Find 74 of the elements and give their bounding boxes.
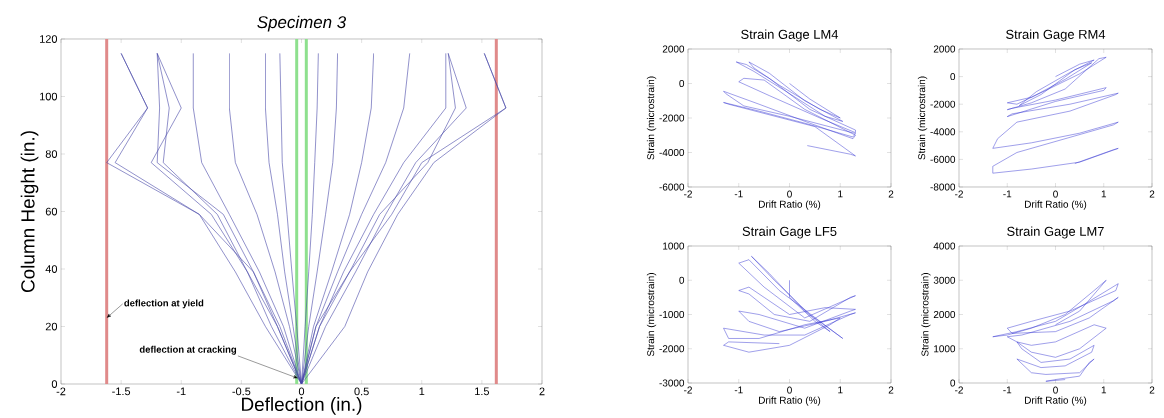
x-axis-title: Drift Ratio (%): [1025, 396, 1087, 406]
y-axis-title: Strain (microstrain): [646, 76, 657, 160]
y-tick-label: -4000: [659, 148, 685, 157]
y-tick-label: 0: [950, 73, 956, 81]
y-tick-label: 1000: [934, 345, 956, 353]
chart-title: Specimen 3: [257, 15, 347, 32]
x-tick-label: 0.5: [354, 387, 369, 396]
y-tick-label: 2000: [662, 45, 685, 53]
x-tick-label: -2: [955, 386, 963, 394]
y-tick-label: -2000: [930, 100, 956, 108]
x-tick-label: 2: [1149, 386, 1155, 394]
x-tick-label: 1.5: [475, 387, 490, 396]
y-tick-label: 1000: [663, 242, 685, 250]
y-tick-label: -4000: [930, 128, 956, 136]
x-tick-label: -1.5: [112, 387, 131, 396]
x-tick-label: -1: [1003, 190, 1012, 198]
y-tick-label: -1000: [659, 310, 685, 319]
x-tick-label: 0: [298, 387, 305, 396]
x-tick-label: 0: [1053, 190, 1058, 198]
x-tick-label: -1: [734, 190, 743, 198]
chart-title: Strain Gage LM4: [741, 29, 839, 42]
x-tick-label: -1: [176, 387, 186, 396]
x-axis-title: Drift Ratio (%): [759, 200, 821, 210]
x-axis-title: Drift Ratio (%): [759, 396, 821, 406]
y-axis-title: Strain (microstrain): [646, 273, 657, 357]
y-tick-label: 120: [40, 35, 58, 43]
y-tick-label: 0: [950, 379, 956, 387]
y-tick-label: -2000: [659, 114, 685, 122]
y-tick-label: 4000: [933, 242, 956, 250]
x-tick-label: 0: [1053, 386, 1058, 394]
y-axis-title: Strain (microstrain): [917, 76, 928, 160]
x-tick-label: -1: [734, 386, 743, 394]
x-tick-label: 1: [838, 386, 843, 394]
x-tick-label: 2: [888, 386, 894, 394]
y-tick-label: 2000: [933, 45, 956, 53]
y-tick-label: 60: [45, 207, 58, 216]
x-tick-label: 0: [787, 386, 792, 394]
x-tick-label: 2: [1149, 190, 1155, 198]
x-tick-label: 1: [419, 387, 425, 396]
y-axis-title: Column Height (in.): [20, 131, 39, 293]
x-tick-label: -2: [56, 387, 66, 396]
x-tick-label: -2: [955, 190, 963, 198]
y-axis-title: Strain (microstrain): [921, 273, 931, 357]
x-axis-title: Deflection (in.): [242, 397, 362, 415]
y-tick-label: -6000: [659, 183, 685, 191]
x-tick-label: -0.5: [232, 387, 251, 396]
annotation: deflection at yield: [124, 299, 204, 309]
chart-title: Strain Gage LF5: [742, 226, 837, 239]
x-tick-label: 1: [838, 190, 843, 198]
y-tick-label: -2000: [659, 345, 685, 353]
y-tick-label: -6000: [930, 155, 956, 163]
y-tick-label: 80: [45, 150, 58, 158]
x-tick-label: 1: [1101, 190, 1107, 198]
y-tick-label: -3000: [659, 379, 685, 387]
x-axis-title: Drift Ratio (%): [1025, 200, 1087, 210]
y-tick-label: -8000: [930, 183, 956, 191]
y-tick-label: 0: [679, 79, 685, 88]
x-tick-label: -1: [1003, 386, 1012, 394]
y-tick-label: 20: [45, 322, 58, 331]
x-tick-label: -2: [684, 190, 692, 198]
x-tick-label: 2: [888, 190, 894, 198]
y-tick-label: 100: [40, 92, 58, 101]
y-tick-label: 0: [679, 276, 685, 284]
y-tick-label: 40: [45, 265, 58, 273]
chart-title: Strain Gage RM4: [1006, 29, 1106, 42]
y-tick-label: 2000: [933, 310, 956, 319]
annotation: deflection at cracking: [139, 345, 237, 355]
x-tick-label: 2: [539, 387, 545, 396]
x-tick-label: 0: [787, 190, 792, 198]
y-tick-label: 3000: [933, 276, 956, 284]
y-tick-label: 0: [51, 380, 58, 388]
x-tick-label: 1: [1101, 386, 1107, 394]
x-tick-label: -2: [684, 386, 692, 394]
chart-title: Strain Gage LM7: [1007, 226, 1104, 239]
